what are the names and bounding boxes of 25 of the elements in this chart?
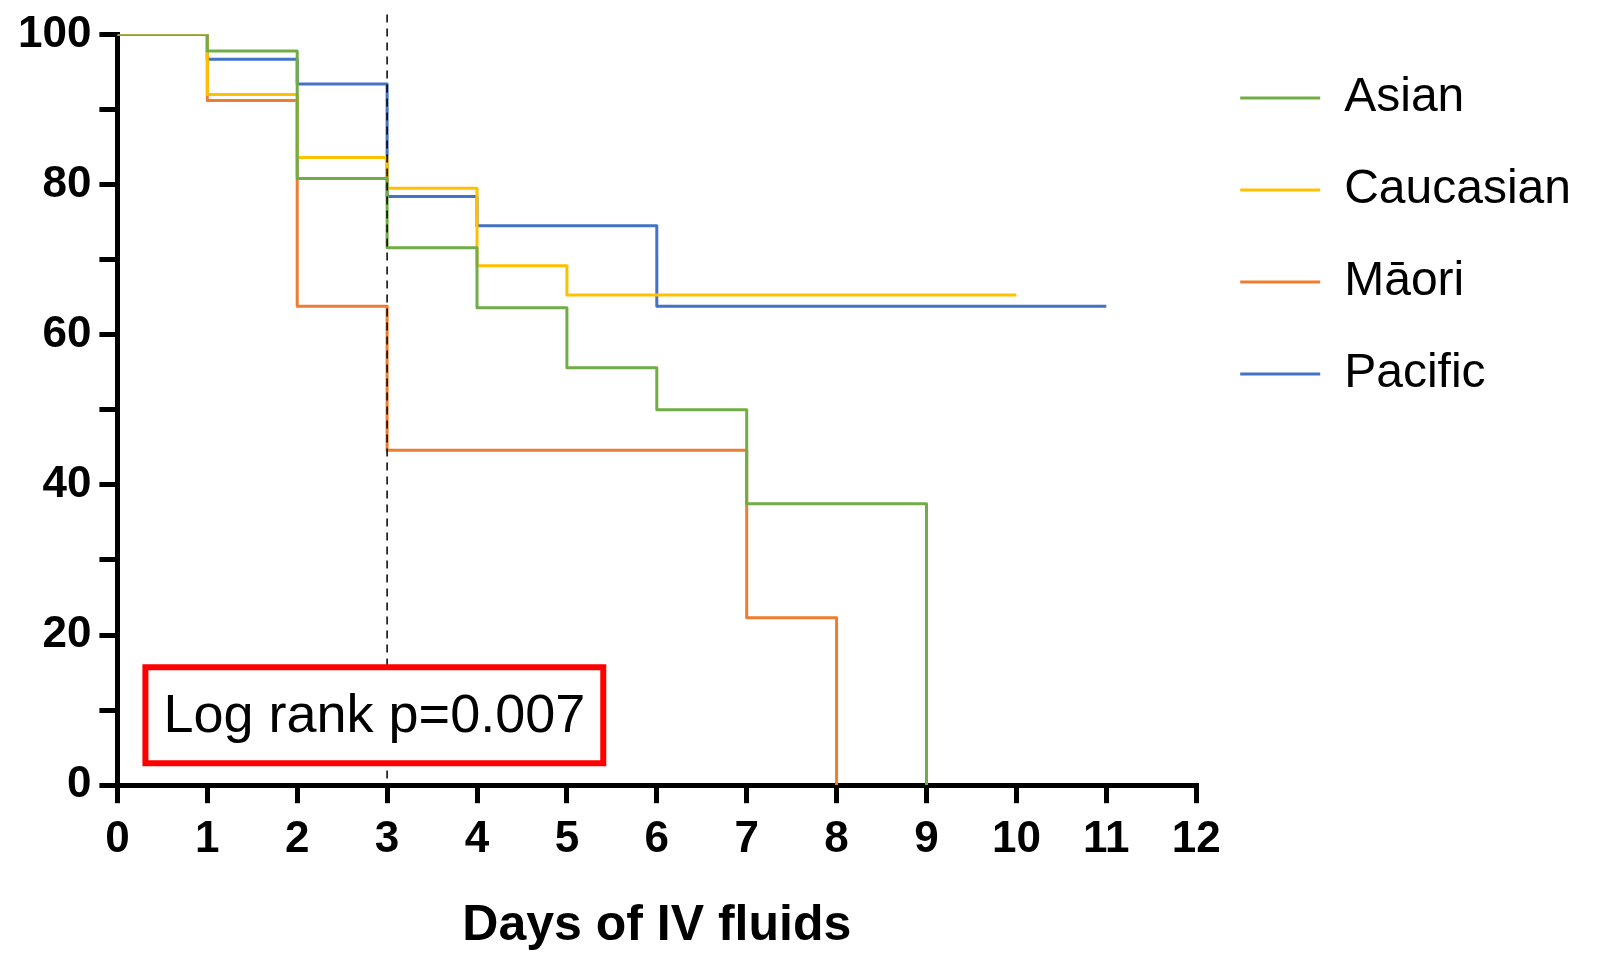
x-tick-label: 6 [644, 811, 670, 861]
x-tick-label: 7 [734, 811, 759, 861]
y-tick-label: 100 [17, 6, 92, 56]
legend-label: Asian [1344, 68, 1465, 122]
y-tick-label: 60 [42, 306, 92, 356]
legend-label: Caucasian [1344, 160, 1572, 214]
x-tick-label: 11 [1083, 811, 1130, 861]
y-tick-label: 40 [42, 457, 92, 507]
y-tick-label: 0 [66, 757, 92, 807]
x-tick-label: 5 [554, 811, 580, 861]
y-tick-label: 20 [42, 607, 92, 657]
x-tick-label: 9 [914, 811, 939, 861]
x-tick-label: 3 [374, 811, 400, 861]
x-tick-label: 2 [284, 811, 310, 861]
annotation: Log rank p=0.007 [163, 683, 586, 744]
x-axis-title: Days of IV fluids [462, 894, 852, 951]
x-tick-label: 4 [464, 811, 490, 861]
legend-label: Māori [1344, 252, 1465, 306]
y-tick-label: 80 [42, 156, 92, 206]
x-tick-label: 12 [1171, 811, 1221, 861]
legend-label: Pacific [1344, 344, 1486, 398]
x-tick-label: 1 [195, 811, 220, 861]
x-tick-label: 0 [105, 811, 130, 861]
x-tick-label: 8 [824, 811, 849, 861]
x-tick-label: 10 [991, 811, 1041, 861]
